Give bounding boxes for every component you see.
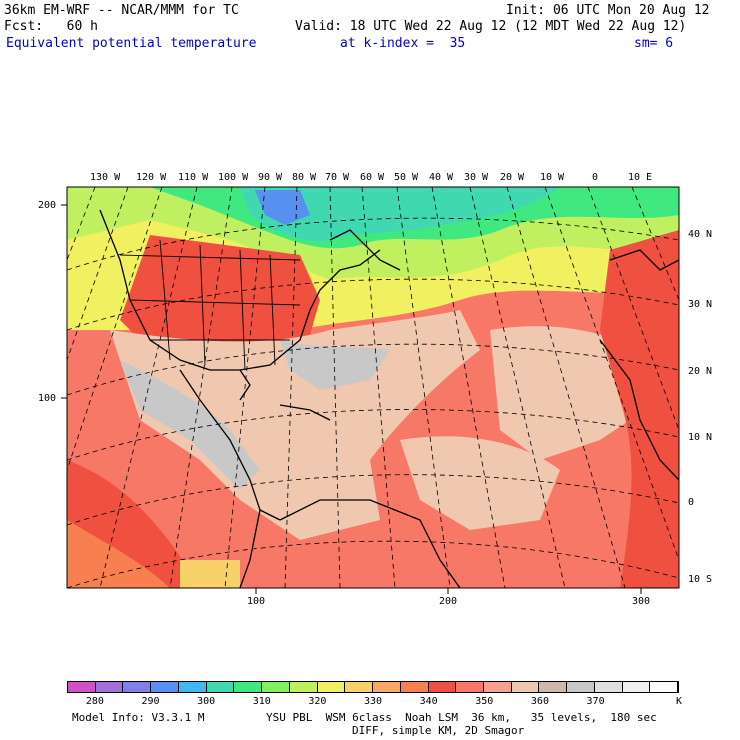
init-time: Init: 06 UTC Mon 20 Aug 12	[506, 3, 710, 18]
lat-label: 10 S	[688, 574, 713, 585]
colorbar-tick-label: 290	[141, 696, 160, 707]
colorbar-swatch	[400, 682, 429, 692]
colorbar-tick-label: 350	[475, 696, 494, 707]
lat-label: 0	[688, 497, 695, 508]
grid-index-label: 200	[439, 596, 458, 607]
lat-label: 30 N	[688, 299, 713, 310]
colorbar-swatch	[428, 682, 457, 692]
smoothing: sm= 6	[634, 36, 674, 51]
colorbar-tick-label: 320	[308, 696, 327, 707]
lon-label: 110 W	[178, 172, 209, 183]
lat-label: 20 N	[688, 366, 713, 377]
lon-label: 0	[592, 172, 599, 183]
theta-e-field	[67, 187, 679, 588]
forecast-hour: Fcst: 60 h	[4, 19, 98, 34]
grid-index-label: 300	[632, 596, 651, 607]
colorbar-tick-label: 330	[364, 696, 383, 707]
lon-label: 10 W	[540, 172, 565, 183]
lon-label: 130 W	[90, 172, 121, 183]
colorbar-tick-label: 340	[419, 696, 438, 707]
colorbar-unit: K	[676, 696, 683, 707]
colorbar-tick-label: 310	[252, 696, 271, 707]
grid-index-label: 100	[38, 393, 57, 404]
grid-index-label: 200	[38, 200, 57, 211]
model-title: 36km EM-WRF -- NCAR/MMM for TC	[4, 3, 239, 18]
grid-index-label: 100	[247, 596, 266, 607]
lon-label: 40 W	[429, 172, 454, 183]
lon-label: 50 W	[394, 172, 419, 183]
model-info: Model Info: V3.3.1 M	[72, 711, 205, 724]
graticule	[67, 187, 679, 588]
colorbar-swatch	[511, 682, 540, 692]
lon-label: 30 W	[464, 172, 489, 183]
colorbar-swatch	[373, 682, 401, 692]
field-name: Equivalent potential temperature	[6, 36, 257, 51]
diffusion-info: DIFF, simple KM, 2D Smagor	[352, 724, 525, 737]
colorbar-swatch	[95, 682, 124, 692]
map-frame	[66, 186, 680, 589]
colorbar-swatch	[262, 682, 290, 692]
lat-label: 10 N	[688, 432, 713, 443]
colorbar-swatch	[484, 682, 512, 692]
lon-label: 80 W	[292, 172, 317, 183]
colorbar-swatch	[539, 682, 568, 692]
colorbar-swatch	[206, 682, 235, 692]
colorbar-swatch	[289, 682, 318, 692]
coastlines	[99, 209, 679, 588]
colorbar-tick-label: 370	[586, 696, 605, 707]
colorbar-tick-label: 300	[197, 696, 216, 707]
lon-label: 120 W	[136, 172, 167, 183]
colorbar-swatch	[151, 682, 179, 692]
colorbar-swatch	[345, 682, 374, 692]
colorbar-swatch	[317, 682, 346, 692]
colorbar-swatch	[622, 682, 651, 692]
colorbar-labels: 280 290 300 310 320 330 340 350 360 370	[67, 696, 707, 708]
lon-label: 20 W	[500, 172, 525, 183]
colorbar-swatch	[567, 682, 595, 692]
lat-label: 40 N	[688, 229, 713, 240]
colorbar-swatch	[123, 682, 152, 692]
colorbar-swatch	[594, 682, 623, 692]
colorbar-tick-label: 360	[530, 696, 549, 707]
colorbar-tick-label: 280	[85, 696, 104, 707]
colorbar-swatch	[178, 682, 207, 692]
colorbar	[67, 681, 679, 693]
valid-time: Valid: 18 UTC Wed 22 Aug 12 (12 MDT Wed …	[295, 19, 687, 34]
physics-info: YSU PBL WSM 6class Noah LSM 36 km, 35 le…	[266, 711, 657, 724]
lon-label: 90 W	[258, 172, 283, 183]
colorbar-swatch	[456, 682, 485, 692]
lon-label: 60 W	[360, 172, 385, 183]
political-borders	[119, 239, 301, 371]
colorbar-swatch	[234, 682, 263, 692]
grid-ticks	[61, 204, 642, 594]
lon-label: 10 E	[628, 172, 653, 183]
lon-label: 70 W	[325, 172, 350, 183]
colorbar-swatch	[650, 682, 679, 692]
k-index: at k-index = 35	[340, 36, 466, 51]
colorbar-swatch	[68, 682, 96, 692]
lon-label: 100 W	[218, 172, 249, 183]
